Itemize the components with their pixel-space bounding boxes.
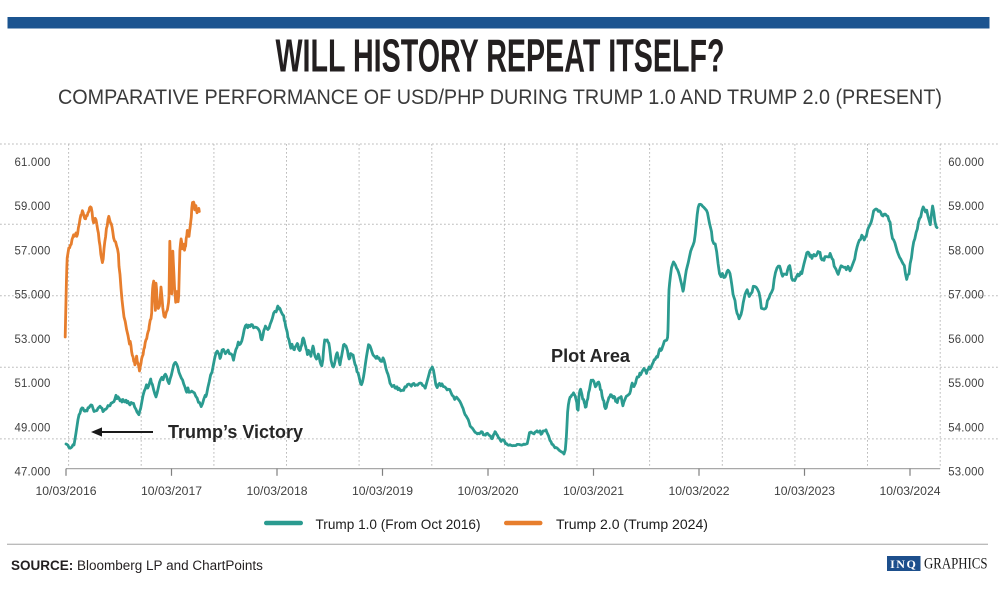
svg-text:58.000: 58.000	[948, 245, 984, 257]
svg-text:10/03/2021: 10/03/2021	[563, 486, 624, 498]
svg-text:Plot Area: Plot Area	[551, 345, 631, 366]
svg-text:53.000: 53.000	[15, 334, 51, 346]
svg-text:10/03/2020: 10/03/2020	[458, 486, 519, 498]
svg-text:59.000: 59.000	[15, 201, 51, 213]
svg-text:Trump’s Victory: Trump’s Victory	[168, 421, 304, 442]
svg-text:SOURCE: Bloomberg LP and Chart: SOURCE: Bloomberg LP and ChartPoints	[11, 558, 263, 573]
svg-text:10/03/2023: 10/03/2023	[774, 486, 835, 498]
svg-text:54.000: 54.000	[948, 422, 984, 434]
svg-text:10/03/2017: 10/03/2017	[141, 486, 202, 498]
svg-text:55.000: 55.000	[948, 378, 984, 390]
svg-text:49.000: 49.000	[15, 422, 51, 434]
svg-text:57.000: 57.000	[15, 245, 51, 257]
svg-text:10/03/2018: 10/03/2018	[247, 486, 308, 498]
svg-text:60.000: 60.000	[948, 157, 984, 169]
svg-text:10/03/2019: 10/03/2019	[352, 486, 413, 498]
svg-text:57.000: 57.000	[948, 290, 984, 302]
svg-text:53.000: 53.000	[948, 467, 984, 479]
svg-text:10/03/2016: 10/03/2016	[36, 486, 97, 498]
svg-text:Trump 1.0 (From Oct 2016): Trump 1.0 (From Oct 2016)	[316, 516, 481, 532]
svg-text:55.000: 55.000	[15, 290, 51, 302]
svg-text:10/03/2024: 10/03/2024	[880, 486, 942, 498]
svg-text:Trump 2.0 (Trump 2024): Trump 2.0 (Trump 2024)	[556, 516, 708, 532]
svg-text:INQ: INQ	[890, 557, 917, 571]
svg-text:47.000: 47.000	[15, 467, 51, 479]
svg-text:COMPARATIVE PERFORMANCE OF USD: COMPARATIVE PERFORMANCE OF USD/PHP DURIN…	[58, 86, 942, 109]
svg-text:WILL HISTORY REPEAT ITSELF?: WILL HISTORY REPEAT ITSELF?	[276, 30, 725, 82]
svg-text:56.000: 56.000	[948, 334, 984, 346]
svg-text:GRAPHICS: GRAPHICS	[924, 556, 988, 573]
svg-text:59.000: 59.000	[948, 201, 984, 213]
svg-text:10/03/2022: 10/03/2022	[669, 486, 730, 498]
svg-text:51.000: 51.000	[15, 378, 51, 390]
svg-text:61.000: 61.000	[15, 157, 51, 169]
